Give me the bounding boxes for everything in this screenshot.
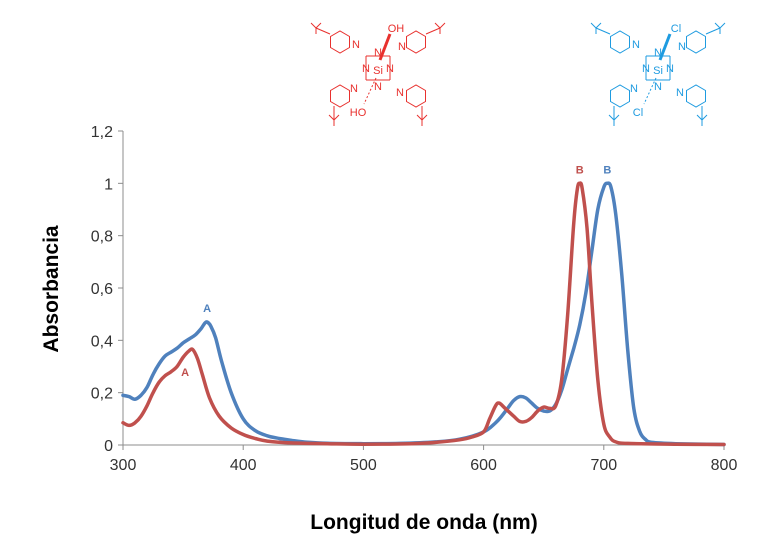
bond bbox=[595, 22, 602, 29]
x-tick-label: 300 bbox=[110, 457, 137, 474]
x-tick-label: 400 bbox=[230, 457, 257, 474]
benzo-ring bbox=[610, 84, 630, 108]
bond bbox=[333, 114, 340, 121]
benzo-ring bbox=[330, 30, 350, 54]
atom-label: Si bbox=[653, 65, 663, 77]
bond bbox=[434, 22, 441, 29]
bond bbox=[595, 27, 611, 35]
atom-label: N bbox=[642, 63, 650, 75]
peak-label-3: B bbox=[603, 164, 611, 176]
atom-label: Si bbox=[373, 65, 383, 77]
bond bbox=[714, 22, 721, 29]
benzo-ring bbox=[406, 84, 426, 108]
bond bbox=[315, 27, 331, 35]
y-tick-label: 1,2 bbox=[91, 124, 113, 141]
y-tick-labels: 0 0,2 0,4 0,6 0,8 1 1,2 bbox=[91, 124, 123, 455]
y-tick-label: 1 bbox=[104, 176, 113, 193]
x-tick-labels: 300 400 500 600 700 800 bbox=[110, 445, 738, 474]
atom-label: N bbox=[630, 83, 638, 95]
atom-label: Cl bbox=[671, 23, 681, 35]
atom-label: OH bbox=[388, 23, 405, 35]
y-tick-label: 0 bbox=[104, 438, 113, 455]
bond bbox=[421, 114, 428, 121]
benzo-ring bbox=[406, 30, 426, 54]
bond bbox=[416, 114, 423, 121]
atom-label: N bbox=[398, 41, 406, 53]
bond bbox=[310, 22, 317, 29]
atom-label: N bbox=[676, 87, 684, 99]
atom-label: N bbox=[386, 63, 394, 75]
benzo-ring bbox=[686, 84, 706, 108]
peak-annotations: A A B B bbox=[181, 164, 611, 378]
chart-series bbox=[121, 181, 726, 447]
bond bbox=[719, 22, 726, 29]
peak-label-1: A bbox=[181, 367, 189, 379]
x-tick-label: 600 bbox=[470, 457, 497, 474]
benzo-ring bbox=[686, 30, 706, 54]
atom-label: N bbox=[632, 39, 640, 51]
x-tick-label: 500 bbox=[350, 457, 377, 474]
y-tick-label: 0,8 bbox=[91, 229, 113, 246]
bond bbox=[705, 27, 721, 35]
bond bbox=[696, 114, 703, 121]
atom-label: N bbox=[654, 81, 662, 93]
y-tick-label: 0,2 bbox=[91, 386, 113, 403]
bond bbox=[363, 77, 377, 105]
bond bbox=[315, 22, 322, 29]
x-axis-title: Longitud de onda (nm) bbox=[310, 511, 537, 534]
atom-label: N bbox=[374, 47, 382, 59]
y-tick-label: 0,6 bbox=[91, 281, 113, 298]
atom-label: N bbox=[352, 39, 360, 51]
y-tick-label: 0,4 bbox=[91, 333, 113, 350]
series-line-1 bbox=[121, 181, 726, 447]
bond bbox=[643, 77, 657, 105]
atom-label: N bbox=[362, 63, 370, 75]
benzo-ring bbox=[610, 30, 630, 54]
atom-label: N bbox=[374, 81, 382, 93]
atom-label: Cl bbox=[633, 107, 643, 119]
bond bbox=[590, 22, 597, 29]
atom-label: N bbox=[396, 87, 404, 99]
bond bbox=[439, 22, 446, 29]
bond bbox=[608, 114, 615, 121]
bond bbox=[425, 27, 441, 35]
benzo-ring bbox=[330, 84, 350, 108]
bond bbox=[701, 114, 708, 121]
bond bbox=[378, 33, 392, 61]
x-tick-label: 800 bbox=[711, 457, 738, 474]
atom-label: N bbox=[678, 41, 686, 53]
bond bbox=[613, 114, 620, 121]
atom-label: N bbox=[654, 47, 662, 59]
peak-label-2: B bbox=[576, 164, 584, 176]
atom-label: N bbox=[350, 83, 358, 95]
atom-label: N bbox=[666, 63, 674, 75]
bond bbox=[328, 114, 335, 121]
bond bbox=[658, 33, 672, 61]
y-axis-title: Absorbancia bbox=[40, 225, 63, 353]
atom-label: HO bbox=[350, 107, 367, 119]
x-tick-label: 700 bbox=[590, 457, 617, 474]
peak-label-0: A bbox=[203, 303, 211, 315]
